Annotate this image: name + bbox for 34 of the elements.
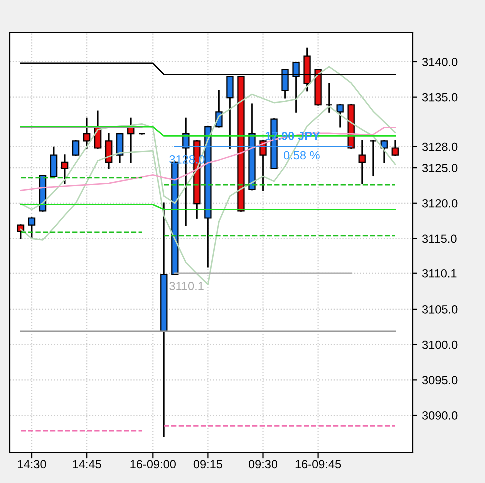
- candlestick: [326, 83, 333, 113]
- y-tick-label: 3100.0: [422, 340, 458, 350]
- candlestick: [83, 118, 91, 149]
- x-tick-label: 16-09:00: [130, 460, 176, 469]
- y-tick-label: 3110.1: [422, 269, 457, 278]
- candlestick: [370, 140, 377, 177]
- y-tick-label: 3140.0: [422, 58, 458, 66]
- annotation: 0.58 %: [284, 151, 320, 160]
- y-tick-label: 3095.0: [422, 376, 458, 385]
- candlestick: [392, 140, 399, 156]
- candlestick: [358, 140, 366, 184]
- candlestick: [106, 133, 113, 170]
- candlestick: [28, 218, 36, 240]
- y-tick-label: 3125.0: [422, 164, 458, 172]
- candlestick: [61, 154, 69, 184]
- y-tick-label: 3105.0: [422, 306, 458, 314]
- x-tick-label: 16-09:45: [296, 460, 342, 469]
- x-tick-label: 14:30: [18, 460, 46, 469]
- x-tick-label: 14:45: [73, 460, 102, 469]
- y-tick-label: 3128.0: [422, 142, 458, 152]
- candlestick: [72, 140, 80, 156]
- annotation: 3110.1: [170, 282, 204, 290]
- line-series: [20, 66, 396, 210]
- y-tick-label: 3135.0: [422, 93, 458, 102]
- y-tick-label: 3115.0: [422, 234, 457, 244]
- y-tick-label: 3120.0: [422, 199, 458, 208]
- x-tick-label: 09:15: [194, 460, 222, 469]
- candlestick: [336, 104, 344, 128]
- x-tick-label: 09:30: [248, 460, 278, 469]
- candlestick: [50, 146, 58, 178]
- candlestick: [116, 133, 124, 164]
- line-series: [20, 127, 396, 192]
- y-tick-label: 3090.0: [422, 412, 458, 420]
- candlestick: [380, 140, 388, 164]
